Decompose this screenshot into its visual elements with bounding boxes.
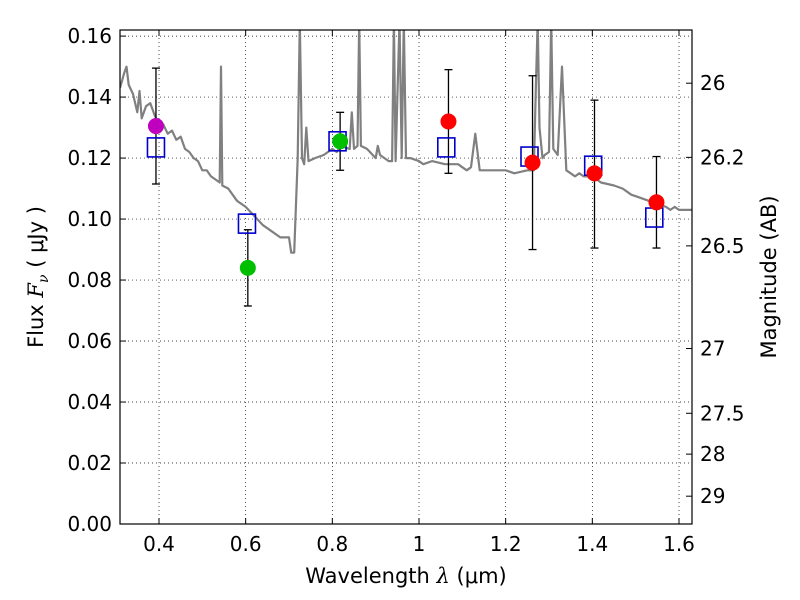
synthetic-photometry-square <box>237 213 257 234</box>
synthetic-photometry-square <box>644 207 664 228</box>
x-tick-label: 1.2 <box>490 532 522 556</box>
mag-tick-label: 26.2 <box>700 145 745 169</box>
observed-photometry-point <box>524 154 541 171</box>
mag-tick-label: 27.5 <box>700 401 745 425</box>
synthetic-photometry-square <box>146 137 166 158</box>
mag-tick-label: 26.5 <box>700 234 745 258</box>
x-tick-label: 1.6 <box>663 532 695 556</box>
x-tick-label: 0.4 <box>143 532 175 556</box>
y-tick-label: 0.02 <box>67 451 112 475</box>
mag-tick-label: 27 <box>700 337 725 361</box>
plot-frame <box>119 29 693 525</box>
observed-photometry-point <box>586 165 603 182</box>
y-tick-label: 0.06 <box>67 329 112 353</box>
observed-photometry-point <box>648 194 665 211</box>
y-tick-label: 0.08 <box>67 268 112 292</box>
observed-photometry-point <box>332 133 349 150</box>
y-tick-label: 0.14 <box>67 85 112 109</box>
y2-axis-label: Magnitude (AB) <box>757 195 781 358</box>
observed-photometry-point <box>147 118 164 135</box>
x-axis-label: Wavelength λ (μm) <box>305 564 506 588</box>
y-tick-label: 0.04 <box>67 390 112 414</box>
y-tick-label: 0.00 <box>67 512 112 536</box>
plot-area <box>120 30 692 307</box>
axis-ticks: 0.4 0.6 0.8 1 1.2 1.4 1.6 0.00 0.02 0.04 0.06 0.08 0… <box>67 24 744 556</box>
y-axis-label: Flux Fν ( μJy ) <box>24 206 52 348</box>
observed-photometry-point <box>239 259 256 276</box>
mag-tick-label: 28 <box>700 442 725 466</box>
y-tick-label: 0.16 <box>67 24 112 48</box>
mag-tick-label: 26 <box>700 71 725 95</box>
x-tick-label: 0.8 <box>316 532 348 556</box>
model-spectrum-line <box>120 30 692 254</box>
y-tick-label: 0.12 <box>67 146 112 170</box>
x-tick-label: 1.4 <box>576 532 608 556</box>
mag-tick-label: 29 <box>700 484 725 508</box>
y-tick-label: 0.10 <box>67 207 112 231</box>
x-tick-label: 0.6 <box>230 532 262 556</box>
synthetic-photometry-square <box>436 137 456 158</box>
x-tick-label: 1 <box>413 532 426 556</box>
observed-photometry-point <box>440 113 457 130</box>
